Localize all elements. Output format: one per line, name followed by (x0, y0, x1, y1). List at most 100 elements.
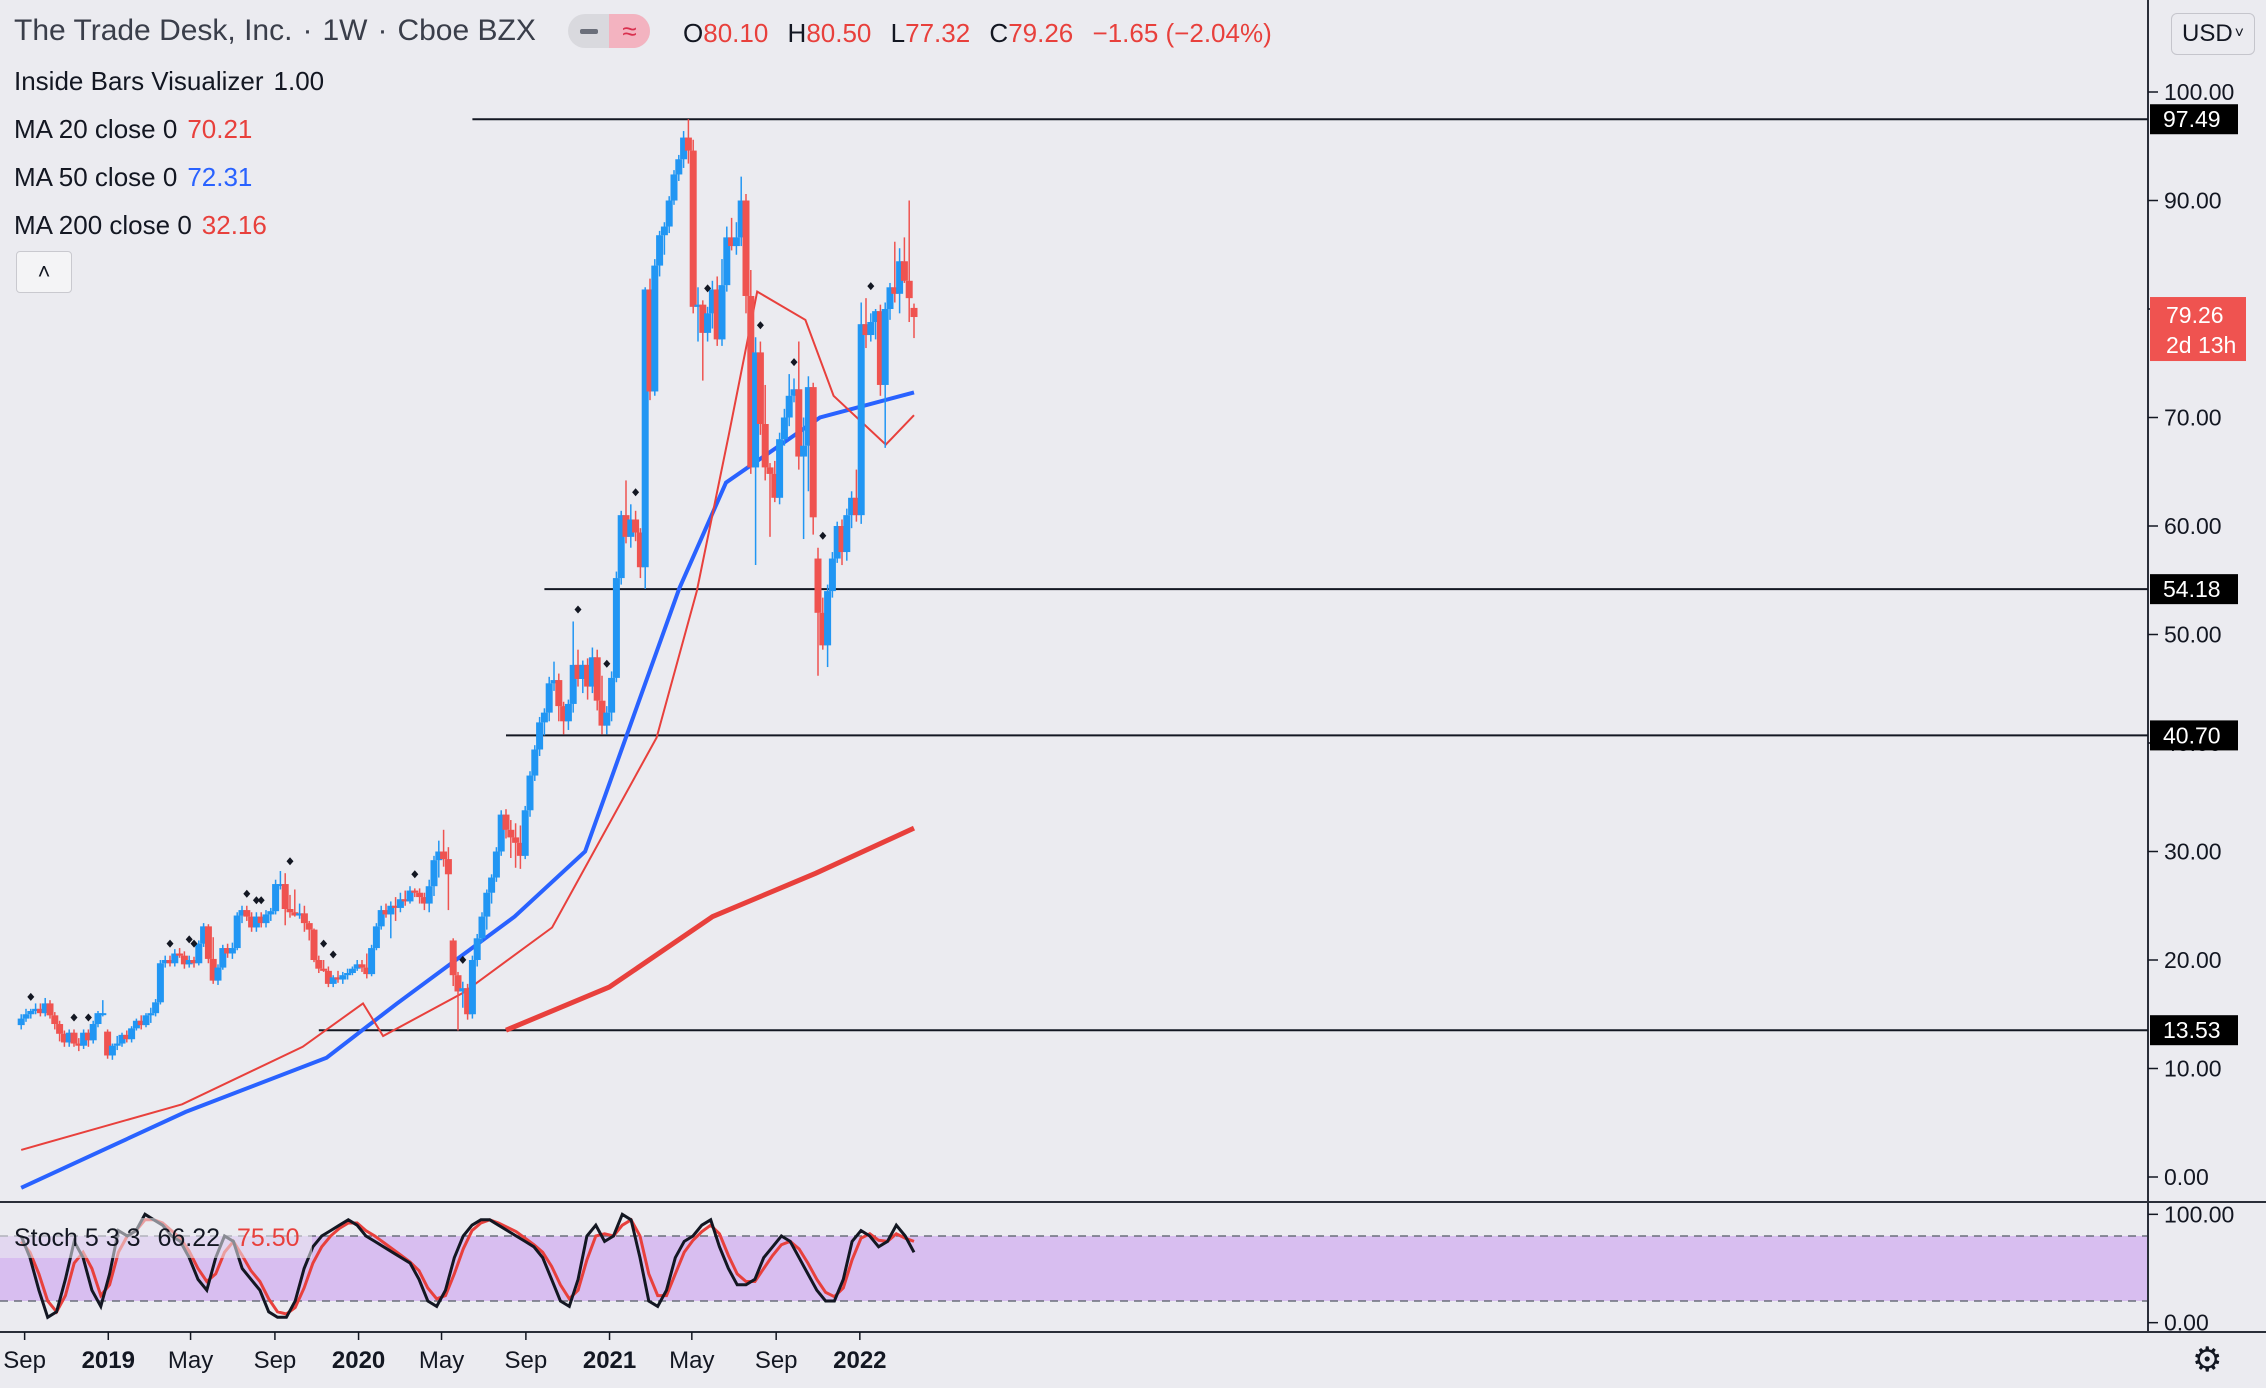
candle[interactable] (454, 971, 462, 1031)
candle[interactable] (857, 302, 865, 524)
candle[interactable] (387, 901, 395, 939)
candle[interactable] (838, 519, 846, 566)
candle[interactable] (267, 907, 275, 921)
candle[interactable] (444, 847, 452, 911)
candle[interactable] (262, 910, 270, 928)
candle[interactable] (416, 888, 424, 904)
candle[interactable] (531, 745, 539, 781)
candle[interactable] (886, 282, 894, 320)
candle[interactable] (872, 309, 880, 340)
candle[interactable] (176, 948, 184, 958)
candle[interactable] (243, 905, 251, 921)
candle[interactable] (526, 771, 534, 817)
candle[interactable] (819, 597, 827, 650)
candle[interactable] (694, 287, 702, 342)
candle[interactable] (598, 675, 606, 735)
candle[interactable] (296, 903, 304, 919)
candle[interactable] (286, 894, 294, 918)
candle[interactable] (401, 890, 409, 906)
candle[interactable] (137, 1015, 145, 1030)
candle[interactable] (224, 943, 232, 958)
candle[interactable] (737, 176, 745, 247)
candle[interactable] (36, 1003, 44, 1017)
candle[interactable] (27, 1008, 35, 1019)
candle[interactable] (910, 303, 918, 339)
candle[interactable] (372, 923, 380, 951)
candle[interactable] (689, 139, 697, 314)
candle[interactable] (320, 960, 328, 972)
indicator-ma50[interactable]: MA 50 close 0 72.31 (14, 162, 252, 193)
candle[interactable] (339, 971, 347, 984)
candle[interactable] (627, 504, 635, 548)
minus-icon[interactable] (568, 14, 609, 48)
candle[interactable] (128, 1026, 136, 1043)
gear-icon[interactable]: ⚙ (2192, 1341, 2223, 1379)
candle[interactable] (588, 647, 596, 694)
candle[interactable] (684, 119, 692, 164)
candle[interactable] (324, 966, 332, 988)
candle[interactable] (574, 649, 582, 687)
candle[interactable] (204, 924, 212, 964)
candle[interactable] (46, 1000, 54, 1019)
stoch-legend[interactable]: Stoch 5 3 3 66.22 75.50 (0, 1218, 312, 1258)
candle[interactable] (656, 230, 664, 277)
candle[interactable] (497, 810, 505, 856)
indicator-ma20[interactable]: MA 20 close 0 70.21 (14, 114, 252, 145)
candle[interactable] (440, 829, 448, 867)
ma200-line[interactable] (505, 825, 916, 1033)
candle[interactable] (56, 1020, 64, 1042)
candle[interactable] (483, 889, 491, 930)
candle[interactable] (776, 432, 784, 505)
candle[interactable] (747, 269, 755, 474)
candle[interactable] (708, 280, 716, 329)
candle[interactable] (449, 938, 457, 987)
candle[interactable] (80, 1029, 88, 1049)
candle[interactable] (430, 855, 438, 896)
candle[interactable] (752, 337, 760, 566)
candle[interactable] (680, 131, 688, 168)
candle[interactable] (300, 905, 308, 932)
candle[interactable] (459, 981, 467, 1008)
candle[interactable] (507, 820, 515, 859)
candle[interactable] (833, 521, 841, 563)
candle[interactable] (310, 928, 318, 963)
candle[interactable] (608, 671, 616, 722)
candle[interactable] (536, 716, 544, 757)
candle[interactable] (411, 888, 419, 898)
candle[interactable] (795, 341, 803, 470)
candle[interactable] (584, 658, 592, 700)
candle[interactable] (852, 469, 860, 522)
candle[interactable] (800, 417, 808, 540)
currency-dropdown[interactable]: USD ˅ (2171, 13, 2255, 55)
candle[interactable] (329, 975, 337, 988)
candle[interactable] (281, 873, 289, 926)
candle[interactable] (238, 905, 246, 924)
candle[interactable] (665, 196, 673, 234)
candle[interactable] (809, 382, 817, 535)
mode-toggle[interactable]: ≈ (568, 14, 650, 48)
candle[interactable] (209, 937, 217, 984)
indicator-inside-bars[interactable]: Inside Bars Visualizer 1.00 (14, 66, 324, 97)
candle[interactable] (248, 912, 256, 932)
candle[interactable] (99, 1000, 107, 1017)
candle[interactable] (425, 879, 433, 913)
candle[interactable] (185, 955, 193, 968)
candle[interactable] (492, 847, 500, 882)
candle[interactable] (171, 949, 179, 967)
candle[interactable] (420, 892, 428, 911)
candle[interactable] (675, 154, 683, 181)
candle[interactable] (305, 920, 313, 941)
candle[interactable] (579, 660, 587, 694)
candle[interactable] (502, 809, 510, 839)
candle[interactable] (564, 699, 572, 730)
candle[interactable] (612, 571, 620, 683)
candle[interactable] (771, 460, 779, 503)
candle[interactable] (468, 955, 476, 1019)
candle[interactable] (550, 661, 558, 691)
candle[interactable] (166, 955, 174, 967)
candle[interactable] (593, 649, 601, 711)
candle[interactable] (348, 966, 356, 976)
candle[interactable] (560, 701, 568, 735)
candle[interactable] (41, 997, 49, 1017)
